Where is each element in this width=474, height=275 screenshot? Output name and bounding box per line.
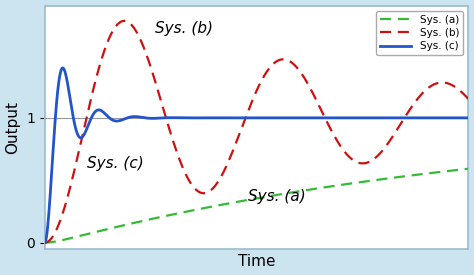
Legend: Sys. (a), Sys. (b), Sys. (c): Sys. (a), Sys. (b), Sys. (c) — [376, 11, 463, 55]
Sys. (c) — [116, 119, 121, 123]
Sys. (b) — [457, 89, 463, 92]
Sys. (b) — [42, 241, 47, 244]
Sys. (a) — [115, 225, 121, 228]
Y-axis label: Output: Output — [6, 101, 20, 154]
Sys. (b) — [465, 97, 471, 101]
Sys. (b) — [121, 19, 127, 23]
Sys. (b) — [90, 89, 96, 92]
Text: Sys. (c): Sys. (c) — [87, 156, 144, 171]
Text: Sys. (b): Sys. (b) — [155, 21, 213, 36]
Sys. (a) — [42, 241, 47, 244]
Sys. (b) — [204, 191, 210, 194]
Sys. (c) — [204, 116, 210, 119]
Sys. (a) — [223, 202, 228, 206]
Sys. (a) — [204, 206, 210, 209]
Sys. (a) — [465, 167, 471, 170]
Sys. (a) — [90, 231, 96, 234]
Sys. (b) — [223, 166, 228, 169]
Sys. (a) — [457, 168, 463, 171]
Sys. (c) — [91, 113, 96, 116]
Sys. (a) — [411, 173, 417, 177]
Line: Sys. (a): Sys. (a) — [45, 169, 468, 243]
Line: Sys. (b): Sys. (b) — [45, 21, 468, 243]
Sys. (c) — [223, 116, 228, 120]
X-axis label: Time: Time — [238, 254, 275, 270]
Sys. (c) — [457, 116, 463, 120]
Sys. (b) — [412, 101, 418, 104]
Sys. (b) — [115, 22, 121, 25]
Line: Sys. (c): Sys. (c) — [45, 68, 468, 243]
Sys. (c) — [60, 66, 65, 70]
Sys. (c) — [42, 241, 47, 244]
Text: Sys. (a): Sys. (a) — [248, 189, 306, 205]
Sys. (c) — [465, 116, 471, 120]
Sys. (c) — [412, 116, 418, 120]
